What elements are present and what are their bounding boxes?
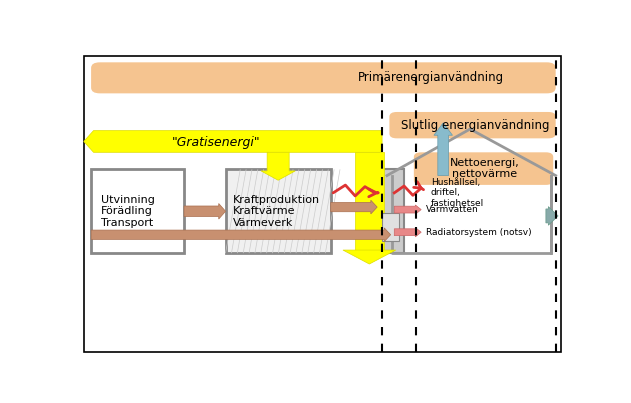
Bar bbox=[91, 169, 184, 253]
FancyArrow shape bbox=[91, 228, 391, 241]
FancyBboxPatch shape bbox=[414, 152, 553, 185]
FancyBboxPatch shape bbox=[389, 112, 556, 138]
Text: Kraftproduktion
Kraftvärme
Värmeverk: Kraftproduktion Kraftvärme Värmeverk bbox=[233, 195, 320, 228]
Bar bbox=[226, 169, 331, 253]
FancyArrow shape bbox=[434, 123, 452, 176]
Text: Utvinning
Förädling
Transport: Utvinning Förädling Transport bbox=[101, 195, 155, 228]
Text: Primärenergianvändning: Primärenergianvändning bbox=[358, 71, 504, 84]
Bar bbox=[355, 152, 384, 253]
Text: Radiatorsystem (notsv): Radiatorsystem (notsv) bbox=[426, 228, 532, 237]
Text: "Gratisenergi": "Gratisenergi" bbox=[172, 135, 260, 149]
FancyArrow shape bbox=[394, 205, 422, 214]
Bar bbox=[382, 213, 399, 241]
FancyArrow shape bbox=[184, 204, 226, 219]
Polygon shape bbox=[84, 131, 382, 152]
Bar bbox=[377, 169, 404, 253]
Text: Nettoenergi,
nettovärme: Nettoenergi, nettovärme bbox=[450, 158, 520, 179]
Polygon shape bbox=[343, 250, 396, 264]
Text: Slutlig energianvändning: Slutlig energianvändning bbox=[401, 118, 549, 132]
Text: Hushållsel,
driftel,
fastighetsel: Hushållsel, driftel, fastighetsel bbox=[431, 178, 484, 208]
FancyBboxPatch shape bbox=[91, 62, 556, 93]
FancyArrow shape bbox=[546, 207, 558, 225]
FancyArrow shape bbox=[394, 228, 422, 237]
FancyArrow shape bbox=[261, 152, 295, 180]
Text: Varmvatten: Varmvatten bbox=[426, 205, 479, 214]
FancyArrow shape bbox=[331, 200, 377, 214]
